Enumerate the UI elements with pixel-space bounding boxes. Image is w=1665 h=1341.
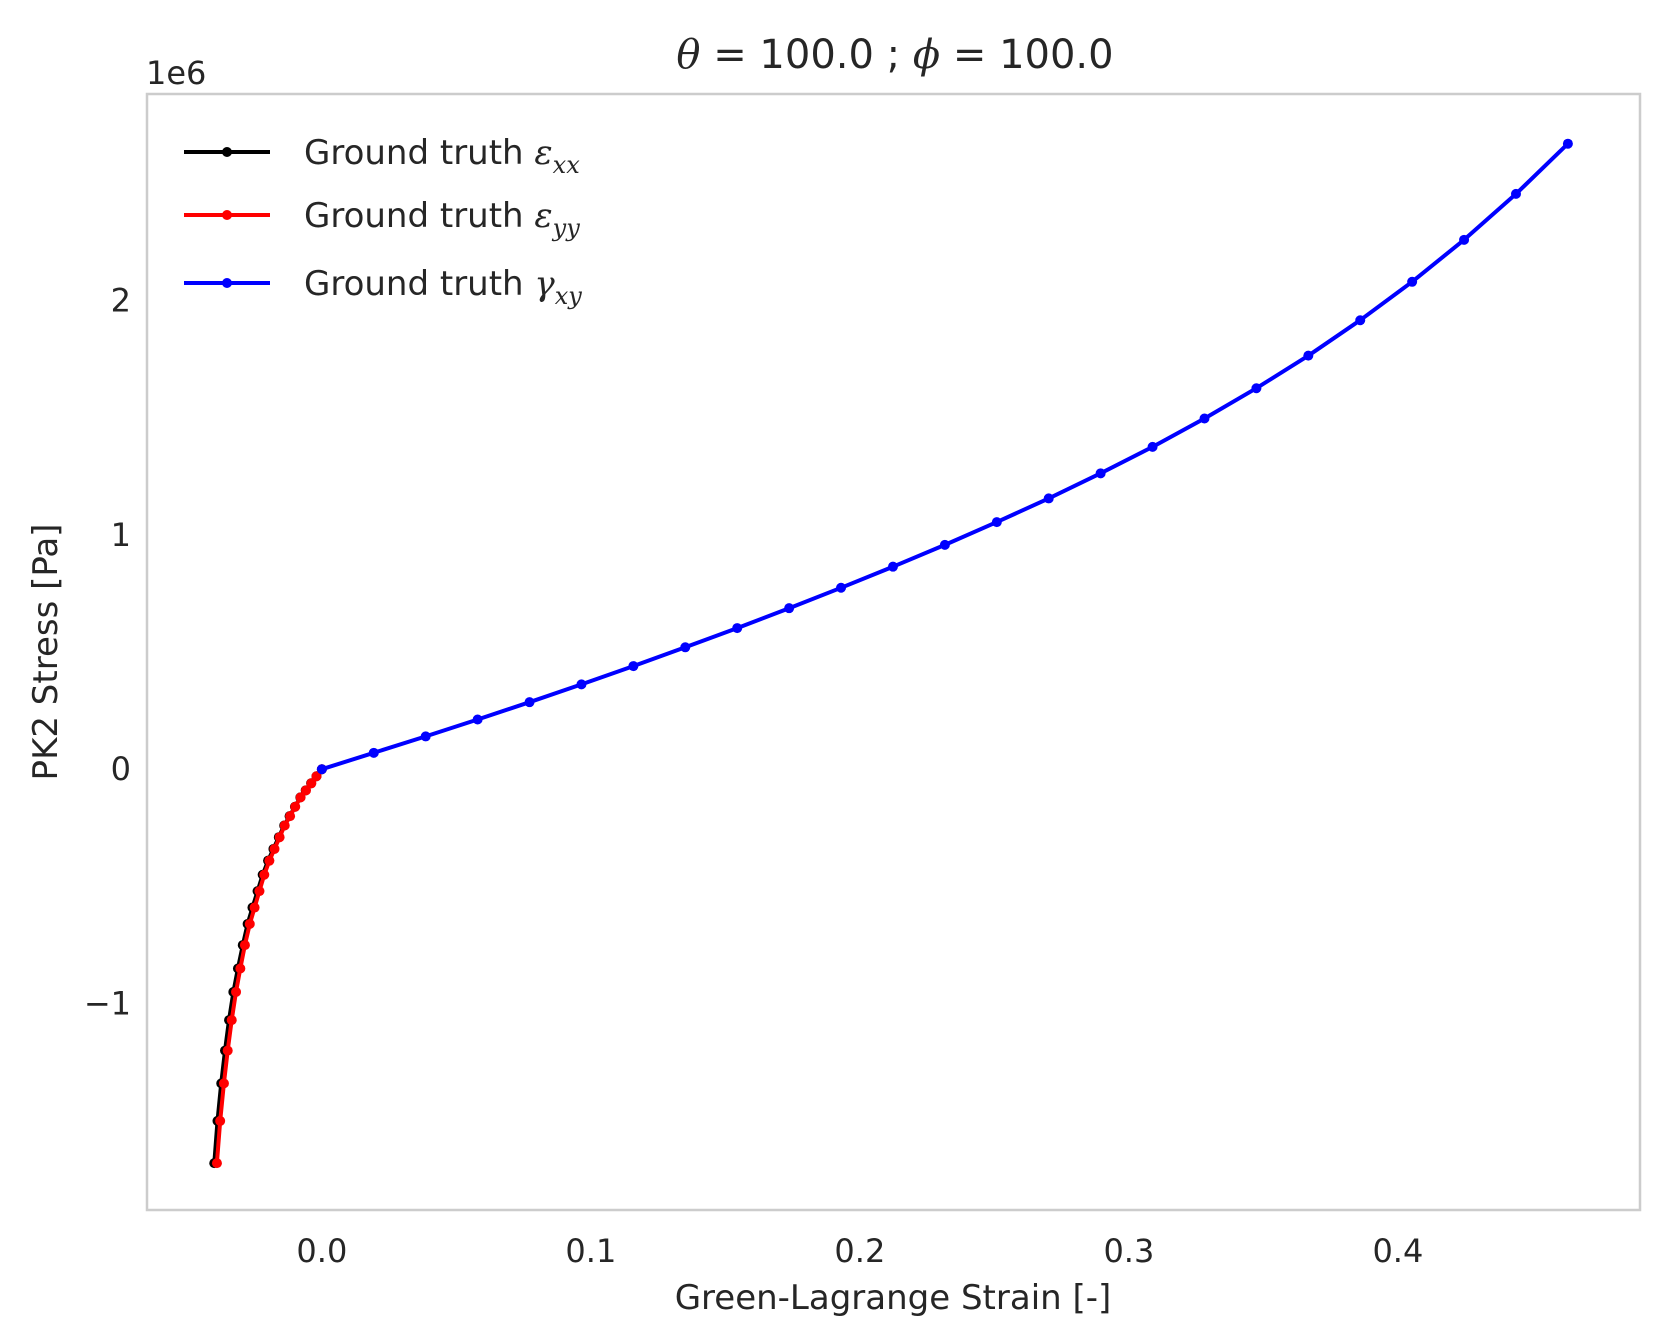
data-point (420, 731, 431, 742)
data-point (306, 778, 317, 789)
data-point (259, 869, 270, 880)
data-point (1355, 315, 1366, 326)
data-point (311, 771, 322, 782)
legend-marker (222, 147, 232, 157)
data-point (254, 886, 265, 897)
data-point (264, 855, 275, 866)
data-point (269, 843, 280, 854)
legend-label: Ground truth εyy (304, 196, 580, 242)
data-point (472, 714, 483, 725)
series-yy (211, 764, 327, 1169)
data-point (244, 918, 255, 929)
legend-marker (222, 278, 232, 288)
x-tick-label: 0.2 (834, 1232, 885, 1270)
data-point (1043, 493, 1054, 504)
data-point (576, 679, 587, 690)
data-point (226, 1015, 237, 1026)
legend-item: Ground truth εxx (184, 133, 580, 179)
data-point (211, 1158, 222, 1169)
data-point (239, 940, 250, 951)
data-point (1147, 441, 1158, 452)
legend-label: Ground truth γxy (304, 264, 582, 310)
data-point (1095, 468, 1106, 479)
data-point (784, 603, 795, 614)
x-tick-label: 0.1 (565, 1232, 616, 1270)
chart-title: θ = 100.0 ; ϕ = 100.0 (676, 32, 1113, 78)
data-point (524, 697, 535, 708)
data-point (274, 832, 285, 843)
data-point (285, 811, 296, 822)
legend: Ground truth εxx Ground truth εyy Ground t… (184, 133, 582, 310)
y-offset-label: 1e6 (146, 54, 206, 92)
data-point (1459, 234, 1470, 245)
data-point (1199, 413, 1210, 424)
legend-item: Ground truth εyy (184, 196, 580, 242)
x-tick-label: 0.4 (1372, 1232, 1423, 1270)
y-axis-label: PK2 Stress [Pa] (26, 524, 66, 781)
data-point (290, 801, 301, 812)
data-point (316, 764, 327, 775)
x-ticks: 0.0 0.1 0.2 0.3 0.4 (296, 1232, 1423, 1270)
y-ticks: −1 0 1 2 (84, 281, 131, 1022)
data-point (939, 539, 950, 550)
data-point (991, 517, 1002, 528)
data-point (279, 820, 290, 831)
y-tick-label: 1 (111, 516, 131, 554)
data-point (1510, 188, 1521, 199)
data-point (295, 792, 306, 803)
data-point (231, 986, 242, 997)
legend-item: Ground truth γxy (184, 264, 582, 310)
data-point (1407, 276, 1418, 287)
data-point (1562, 138, 1573, 149)
data-point (1303, 350, 1314, 361)
data-point (1251, 383, 1262, 394)
data-point (218, 1078, 229, 1089)
legend-marker (222, 210, 232, 220)
y-tick-label: 2 (111, 281, 131, 319)
data-point (235, 963, 246, 974)
legend-label: Ground truth εxx (304, 133, 580, 179)
data-point (680, 642, 691, 653)
data-point (628, 661, 639, 672)
data-point (368, 747, 379, 758)
x-tick-label: 0.0 (296, 1232, 347, 1270)
data-point (732, 623, 743, 634)
data-point (300, 785, 311, 796)
series-xy (316, 138, 1573, 775)
y-tick-label: −1 (84, 985, 131, 1023)
data-point (836, 582, 847, 593)
x-axis-label: Green-Lagrange Strain [-] (675, 1278, 1112, 1318)
series-layer (209, 138, 1573, 1169)
y-tick-label: 0 (111, 750, 131, 788)
data-point (222, 1045, 233, 1056)
data-point (249, 902, 260, 913)
data-point (215, 1115, 226, 1126)
data-point (887, 561, 898, 572)
x-tick-label: 0.3 (1103, 1232, 1154, 1270)
plot-area (145, 92, 1642, 1212)
